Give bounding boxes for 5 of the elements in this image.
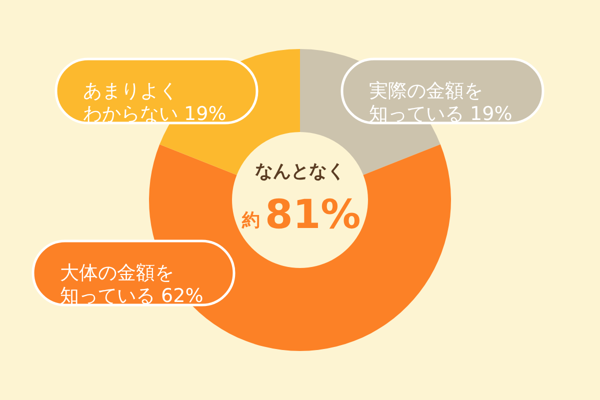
text: 約 bbox=[241, 210, 260, 231]
text: なんとなく bbox=[255, 161, 345, 182]
slice-label: 大体の金額を知っている 62% bbox=[60, 262, 204, 307]
slice-label: 実際の金額を知っている 19% bbox=[369, 80, 512, 125]
text: 81% bbox=[265, 192, 361, 238]
